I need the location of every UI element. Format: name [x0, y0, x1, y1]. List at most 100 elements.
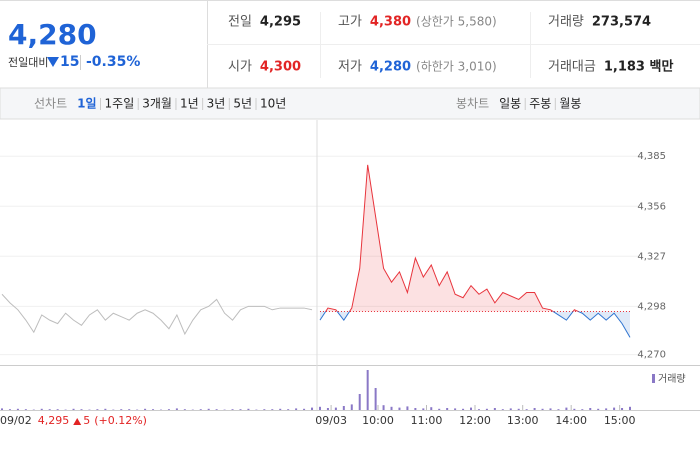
stat-label: 거래량	[548, 15, 584, 30]
tab[interactable]: 주봉	[529, 97, 551, 111]
legend-label: 거래량	[658, 373, 686, 385]
volume-bar	[279, 409, 281, 410]
footer-rate: (+0.12%)	[94, 414, 147, 427]
volume-bar	[120, 409, 122, 410]
volume-bar	[80, 409, 82, 410]
stat-value: 1,183 백만	[604, 59, 674, 75]
volume-bar	[398, 408, 400, 410]
volume-bar	[128, 409, 130, 410]
volume-bar	[510, 408, 512, 410]
stat-value: 4,280	[370, 60, 411, 75]
volume-bar	[621, 408, 623, 410]
volume-bar	[208, 409, 210, 410]
y-tick-label: 4,298	[637, 301, 666, 312]
volume-bar	[542, 409, 544, 410]
volume-bar	[430, 407, 432, 410]
x-tick-label: 09/03	[315, 414, 347, 427]
volume-bar	[311, 408, 313, 410]
volume-bar	[406, 406, 408, 410]
tab[interactable]: 월봉	[559, 97, 581, 111]
volume-bar	[351, 404, 353, 410]
stat-note: (상한가 5,580)	[416, 15, 497, 29]
volume-bar	[391, 407, 393, 410]
stat-value: 4,295	[260, 15, 301, 30]
volume-bar	[144, 409, 146, 410]
y-tick-label: 4,270	[637, 350, 666, 361]
tab[interactable]: 3년	[207, 97, 226, 111]
volume-bar	[518, 409, 520, 410]
volume-bar	[41, 409, 43, 410]
volume-bar	[247, 409, 249, 410]
tab-group-label: 봉차트	[456, 97, 489, 111]
tab[interactable]: 5년	[233, 97, 252, 111]
change: 15	[60, 54, 79, 70]
volume-bar	[462, 409, 464, 410]
volume-bar	[239, 409, 241, 410]
stat-note: (하한가 3,010)	[416, 60, 497, 74]
volume-bar	[383, 405, 385, 410]
volume-bar	[502, 409, 504, 410]
volume-bar	[494, 408, 496, 410]
volume-bar	[335, 408, 337, 410]
stat-label: 시가	[228, 60, 252, 75]
y-tick-label: 4,356	[637, 201, 666, 212]
volume-bar	[303, 409, 305, 410]
tab[interactable]: 3개월	[142, 97, 172, 111]
volume-bar	[557, 409, 559, 410]
x-tick-label: 11:00	[411, 414, 443, 427]
volume-bar	[454, 408, 456, 410]
volume-bar	[319, 407, 321, 410]
volume-bar	[470, 408, 472, 410]
volume-bar	[232, 409, 234, 410]
tab[interactable]: 10년	[260, 97, 286, 111]
tab-group-label: 선차트	[34, 97, 67, 111]
volume-bar	[49, 409, 51, 410]
tab[interactable]: 1일	[77, 97, 96, 111]
volume-bar	[438, 409, 440, 410]
volume-bar	[534, 408, 536, 410]
stat-label: 거래대금	[548, 60, 596, 75]
volume-bar	[263, 409, 265, 410]
x-tick-label: 12:00	[459, 414, 491, 427]
volume-bar	[597, 409, 599, 410]
volume-bar	[446, 408, 448, 410]
y-tick-label: 4,385	[637, 151, 666, 162]
volume-bar	[526, 409, 528, 410]
volume-bar	[25, 409, 27, 410]
volume-bar	[359, 394, 361, 410]
volume-bar	[96, 409, 98, 410]
volume-bar	[367, 370, 369, 410]
volume-bar	[486, 409, 488, 410]
volume-bar	[1, 408, 3, 410]
x-tick-label: 10:00	[362, 414, 394, 427]
volume-bar	[478, 409, 480, 410]
tab[interactable]: 1주일	[105, 97, 135, 111]
tab[interactable]: 일봉	[499, 97, 521, 111]
volume-bar	[565, 408, 567, 410]
volume-bar	[104, 409, 106, 410]
volume-bar	[581, 409, 583, 410]
footer-change: 5	[83, 414, 90, 427]
volume-bar	[414, 408, 416, 410]
stat-label: 고가	[338, 15, 362, 30]
volume-bar	[57, 409, 59, 410]
change-label: 전일대비	[8, 55, 48, 69]
tab[interactable]: 1년	[180, 97, 199, 111]
volume-bar	[327, 408, 329, 410]
stat-label: 전일	[228, 15, 252, 30]
change-rate: -0.35%	[86, 54, 140, 70]
volume-bar	[343, 406, 345, 410]
footer-date: 09/02	[0, 414, 32, 427]
volume-bar	[605, 408, 607, 410]
volume-bar	[375, 388, 377, 410]
x-tick-label: 13:00	[507, 414, 539, 427]
volume-bar	[17, 409, 19, 410]
stat-value: 273,574	[592, 15, 651, 30]
volume-bar	[9, 409, 11, 410]
stat-value: 4,380	[370, 15, 411, 30]
x-tick-label: 15:00	[604, 414, 636, 427]
stat-label: 저가	[338, 60, 362, 75]
legend-swatch	[652, 374, 655, 383]
volume-bar	[629, 407, 631, 410]
volume-bar	[550, 408, 552, 410]
